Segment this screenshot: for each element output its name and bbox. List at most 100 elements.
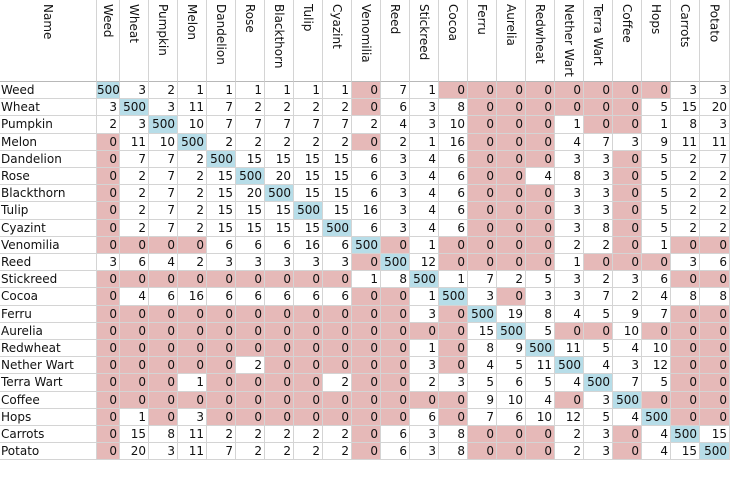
- data-cell[interactable]: 500: [642, 408, 671, 426]
- data-cell[interactable]: 8: [149, 426, 178, 444]
- data-cell[interactable]: 0: [294, 340, 323, 358]
- data-cell[interactable]: 0: [700, 271, 730, 289]
- data-cell[interactable]: 0: [555, 322, 584, 340]
- column-header[interactable]: Wheat: [120, 0, 149, 82]
- data-cell[interactable]: 0: [381, 408, 410, 426]
- data-cell[interactable]: 0: [265, 357, 294, 375]
- data-cell[interactable]: 15: [120, 426, 149, 444]
- data-cell[interactable]: 0: [584, 322, 613, 340]
- data-cell[interactable]: 0: [468, 185, 497, 203]
- row-name-cell[interactable]: Tulip: [0, 202, 97, 220]
- data-cell[interactable]: 0: [207, 374, 236, 392]
- data-cell[interactable]: 5: [526, 271, 555, 289]
- data-cell[interactable]: 0: [352, 443, 381, 461]
- data-cell[interactable]: 1: [410, 236, 439, 254]
- data-cell[interactable]: 11: [178, 443, 207, 461]
- data-cell[interactable]: 3: [120, 82, 149, 100]
- data-cell[interactable]: 2: [265, 426, 294, 444]
- data-cell[interactable]: 500: [671, 426, 700, 444]
- data-cell[interactable]: 0: [178, 236, 207, 254]
- data-cell[interactable]: 500: [323, 219, 352, 237]
- data-cell[interactable]: 0: [497, 236, 526, 254]
- data-cell[interactable]: 0: [236, 322, 265, 340]
- data-cell[interactable]: 5: [642, 219, 671, 237]
- data-cell[interactable]: 0: [236, 271, 265, 289]
- data-cell[interactable]: 5: [642, 150, 671, 168]
- data-cell[interactable]: 0: [439, 408, 468, 426]
- data-cell[interactable]: 0: [207, 357, 236, 375]
- data-cell[interactable]: 0: [149, 305, 178, 323]
- data-cell[interactable]: 0: [352, 254, 381, 272]
- data-cell[interactable]: 0: [120, 357, 149, 375]
- data-cell[interactable]: 0: [642, 82, 671, 100]
- data-cell[interactable]: 4: [410, 202, 439, 220]
- data-cell[interactable]: 2: [178, 150, 207, 168]
- data-cell[interactable]: 0: [265, 322, 294, 340]
- data-cell[interactable]: 0: [526, 219, 555, 237]
- data-cell[interactable]: 0: [497, 99, 526, 117]
- data-cell[interactable]: 3: [584, 443, 613, 461]
- data-cell[interactable]: 0: [468, 150, 497, 168]
- data-cell[interactable]: 8: [700, 288, 730, 306]
- data-cell[interactable]: 7: [265, 116, 294, 134]
- data-cell[interactable]: 3: [671, 254, 700, 272]
- data-cell[interactable]: 4: [120, 288, 149, 306]
- data-cell[interactable]: 3: [381, 219, 410, 237]
- data-cell[interactable]: 0: [468, 99, 497, 117]
- data-cell[interactable]: 4: [410, 168, 439, 186]
- column-header[interactable]: Reed: [381, 0, 410, 82]
- data-cell[interactable]: 0: [97, 426, 120, 444]
- data-cell[interactable]: 500: [294, 202, 323, 220]
- data-cell[interactable]: 15: [236, 202, 265, 220]
- data-cell[interactable]: 2: [120, 202, 149, 220]
- data-cell[interactable]: 12: [555, 408, 584, 426]
- data-cell[interactable]: 15: [294, 150, 323, 168]
- data-cell[interactable]: 3: [381, 202, 410, 220]
- data-cell[interactable]: 0: [97, 322, 120, 340]
- data-cell[interactable]: 0: [97, 443, 120, 461]
- data-cell[interactable]: 0: [497, 185, 526, 203]
- data-cell[interactable]: 0: [97, 288, 120, 306]
- row-name-cell[interactable]: Terra Wart: [0, 374, 97, 392]
- data-cell[interactable]: 2: [265, 99, 294, 117]
- data-cell[interactable]: 2: [700, 219, 730, 237]
- data-cell[interactable]: 15: [323, 202, 352, 220]
- data-cell[interactable]: 3: [178, 408, 207, 426]
- data-cell[interactable]: 0: [149, 408, 178, 426]
- data-cell[interactable]: 3: [207, 254, 236, 272]
- data-cell[interactable]: 5: [497, 357, 526, 375]
- data-cell[interactable]: 500: [439, 288, 468, 306]
- data-cell[interactable]: 2: [410, 374, 439, 392]
- data-cell[interactable]: 3: [584, 168, 613, 186]
- data-cell[interactable]: 3: [439, 374, 468, 392]
- column-header[interactable]: Cyazint: [323, 0, 352, 82]
- data-cell[interactable]: 20: [700, 99, 730, 117]
- row-name-cell[interactable]: Pumpkin: [0, 116, 97, 134]
- data-cell[interactable]: 2: [236, 443, 265, 461]
- data-cell[interactable]: 10: [497, 391, 526, 409]
- data-cell[interactable]: 0: [207, 322, 236, 340]
- data-cell[interactable]: 0: [149, 374, 178, 392]
- row-name-cell[interactable]: Coffee: [0, 391, 97, 409]
- data-cell[interactable]: 0: [468, 254, 497, 272]
- data-cell[interactable]: 6: [642, 271, 671, 289]
- data-cell[interactable]: 6: [236, 236, 265, 254]
- data-cell[interactable]: 5: [642, 374, 671, 392]
- data-cell[interactable]: 0: [526, 443, 555, 461]
- data-cell[interactable]: 0: [439, 254, 468, 272]
- data-cell[interactable]: 15: [265, 202, 294, 220]
- data-cell[interactable]: 5: [642, 185, 671, 203]
- data-cell[interactable]: 7: [207, 116, 236, 134]
- data-cell[interactable]: 0: [294, 408, 323, 426]
- data-cell[interactable]: 3: [526, 288, 555, 306]
- data-cell[interactable]: 15: [468, 322, 497, 340]
- data-cell[interactable]: 6: [439, 150, 468, 168]
- data-cell[interactable]: 0: [97, 202, 120, 220]
- data-cell[interactable]: 7: [584, 288, 613, 306]
- data-cell[interactable]: 7: [149, 202, 178, 220]
- row-name-cell[interactable]: Cocoa: [0, 288, 97, 306]
- data-cell[interactable]: 2: [120, 168, 149, 186]
- data-cell[interactable]: 0: [120, 271, 149, 289]
- data-cell[interactable]: 0: [671, 374, 700, 392]
- data-cell[interactable]: 9: [642, 133, 671, 151]
